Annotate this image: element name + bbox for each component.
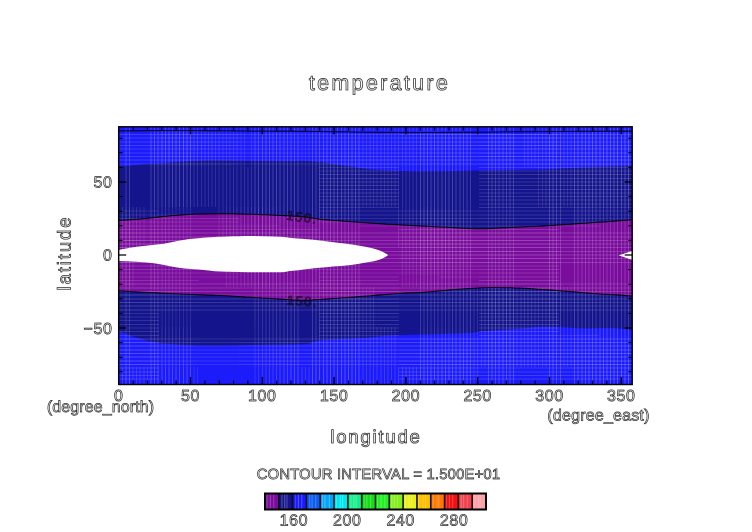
svg-text:0: 0: [114, 388, 124, 405]
svg-text:(degree_east): (degree_east): [547, 408, 649, 425]
svg-text:160: 160: [280, 513, 309, 530]
svg-text:240: 240: [386, 513, 415, 530]
svg-text:CONTOUR INTERVAL = 1.500E+01: CONTOUR INTERVAL = 1.500E+01: [257, 467, 501, 483]
svg-text:(degree_north): (degree_north): [47, 399, 154, 416]
svg-text:longitude: longitude: [330, 426, 421, 447]
svg-text:250: 250: [463, 388, 492, 405]
svg-text:temperature: temperature: [309, 71, 450, 95]
svg-text:0: 0: [103, 248, 113, 265]
svg-text:300: 300: [535, 388, 564, 405]
svg-text:150.: 150.: [286, 293, 318, 310]
svg-text:50: 50: [94, 175, 113, 192]
svg-text:350: 350: [607, 388, 636, 405]
svg-text:150.: 150.: [286, 208, 319, 227]
svg-text:50: 50: [181, 388, 200, 405]
svg-text:−50: −50: [84, 321, 113, 338]
svg-text:latitude: latitude: [54, 216, 75, 291]
svg-text:280: 280: [440, 513, 469, 530]
svg-text:200: 200: [392, 388, 421, 405]
svg-text:100: 100: [248, 388, 277, 405]
svg-text:200: 200: [333, 513, 362, 530]
svg-text:150: 150: [320, 388, 349, 405]
